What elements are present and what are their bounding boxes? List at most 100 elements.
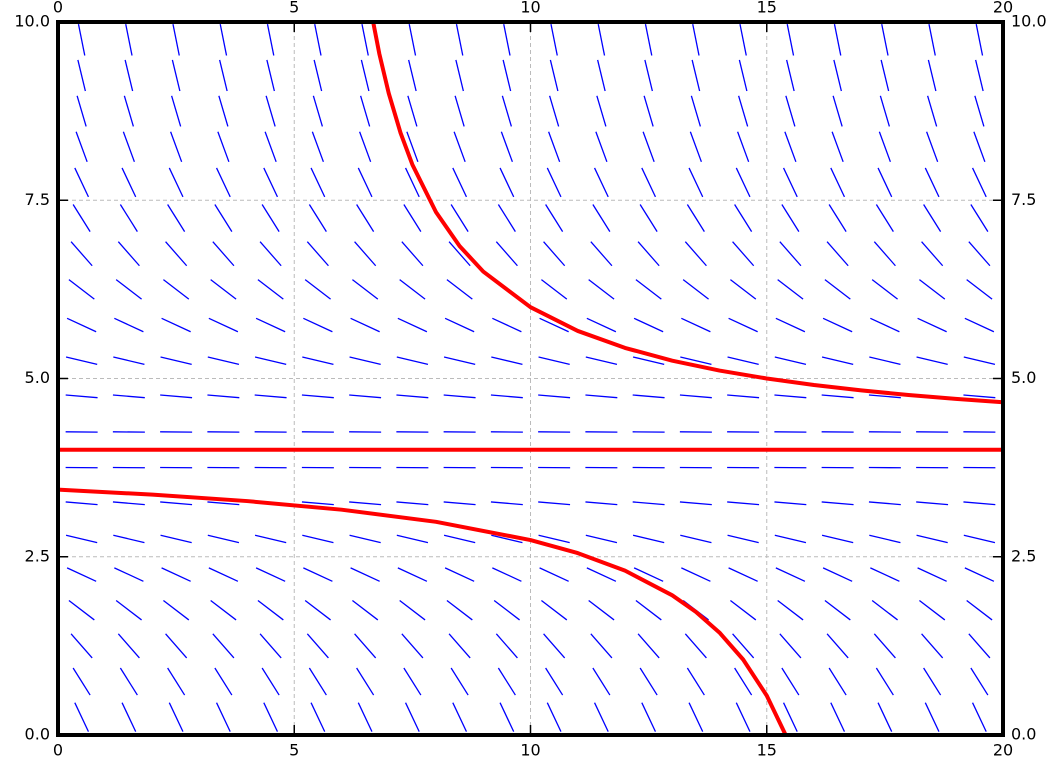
slope-segment [971, 702, 987, 732]
slope-segment [826, 633, 849, 659]
slope-segment [870, 567, 900, 582]
slope-segment [875, 204, 894, 232]
slope-segment [168, 702, 184, 732]
slope-segment [261, 204, 280, 232]
slope-segment [869, 534, 901, 544]
slope-segment [259, 241, 282, 267]
slope-segment [832, 95, 843, 127]
slope-segment [871, 599, 898, 621]
slope-segment [684, 633, 707, 659]
slope-segment [70, 241, 93, 267]
slope-segment [396, 534, 429, 544]
slope-segment [781, 204, 800, 232]
slope-segment [263, 167, 279, 198]
slope-segment [446, 279, 473, 300]
slope-segment [728, 567, 758, 582]
slope-segment [255, 567, 286, 582]
slope-segment [779, 241, 802, 267]
slope-segment [254, 356, 287, 365]
slope-segment [782, 167, 798, 198]
slope-segment [356, 667, 375, 696]
slope-segment [255, 317, 286, 333]
slope-segment [881, 24, 889, 56]
slope-segment [916, 534, 948, 544]
slope-segment [877, 167, 893, 198]
slope-segment [499, 702, 515, 732]
slope-segment [399, 599, 426, 621]
slope-segment [595, 131, 608, 163]
slope-segment [306, 241, 329, 267]
slope-segment [161, 567, 191, 582]
x-tick-label: 5 [289, 741, 299, 760]
slope-segment [642, 131, 655, 163]
slope-segment [971, 167, 987, 198]
slope-segment [927, 59, 937, 92]
slope-segment [352, 279, 379, 300]
slope-segment [822, 567, 853, 582]
slope-segment [65, 534, 98, 544]
slope-segment [924, 167, 940, 198]
slope-segment [303, 317, 333, 333]
slope-segment [121, 167, 137, 198]
slope-segment [212, 633, 235, 659]
slope-segment [450, 667, 469, 696]
slope-segment [919, 599, 946, 621]
slope-segment [734, 667, 753, 696]
slope-segment [691, 59, 701, 92]
slope-segment [354, 633, 377, 659]
slope-segment [403, 667, 422, 696]
slope-segment [633, 317, 664, 333]
slope-segment [359, 95, 371, 127]
slope-segment [824, 599, 851, 621]
x-tick-label-top: 15 [757, 0, 777, 17]
x-tick-label-top: 5 [289, 0, 299, 17]
slope-segment [450, 204, 469, 232]
slope-segment [973, 131, 986, 163]
slope-segment [492, 317, 522, 333]
slope-segment [682, 279, 709, 300]
slope-segment [833, 59, 842, 92]
slope-segment [160, 534, 192, 544]
y-tick-label-right: 5.0 [1011, 368, 1036, 387]
slope-segment [873, 241, 896, 267]
slope-segment [119, 204, 138, 232]
slope-segment [301, 501, 334, 506]
y-tick-label-right: 10.0 [1011, 12, 1047, 31]
slope-segment [495, 633, 518, 659]
slope-segment [76, 95, 87, 127]
slope-segment [443, 356, 476, 365]
slope-segment [408, 59, 417, 92]
slope-segment [639, 667, 658, 696]
slope-segment [833, 24, 842, 56]
slope-segment [821, 356, 854, 365]
solution-curve [57, 487, 788, 736]
slope-segment [739, 24, 747, 56]
slope-segment [160, 394, 193, 399]
slope-segment [208, 567, 239, 582]
slope-segment [681, 567, 711, 582]
slope-segment [501, 95, 513, 127]
slope-segment [632, 394, 665, 399]
slope-segment [828, 204, 847, 232]
slope-segment [119, 667, 138, 696]
slope-segment [66, 567, 97, 582]
slope-segment [207, 534, 240, 544]
slope-segment [357, 702, 373, 732]
slope-segment [868, 501, 901, 506]
slope-segment [263, 702, 279, 732]
slope-segment [924, 702, 940, 732]
slope-segment [495, 241, 518, 267]
y-tick-label: 2.5 [25, 546, 50, 565]
x-tick-label: 15 [757, 741, 777, 760]
slope-segment [730, 279, 757, 300]
slope-segment [970, 667, 989, 696]
y-tick-label: 10.0 [14, 12, 50, 31]
slope-segment [688, 167, 704, 198]
slope-segment [172, 24, 180, 56]
slope-segment [452, 702, 468, 732]
slope-segment [308, 204, 327, 232]
slope-segment [585, 356, 618, 365]
slope-segment [356, 204, 375, 232]
slope-segment [596, 95, 607, 127]
slope-segment [214, 204, 233, 232]
